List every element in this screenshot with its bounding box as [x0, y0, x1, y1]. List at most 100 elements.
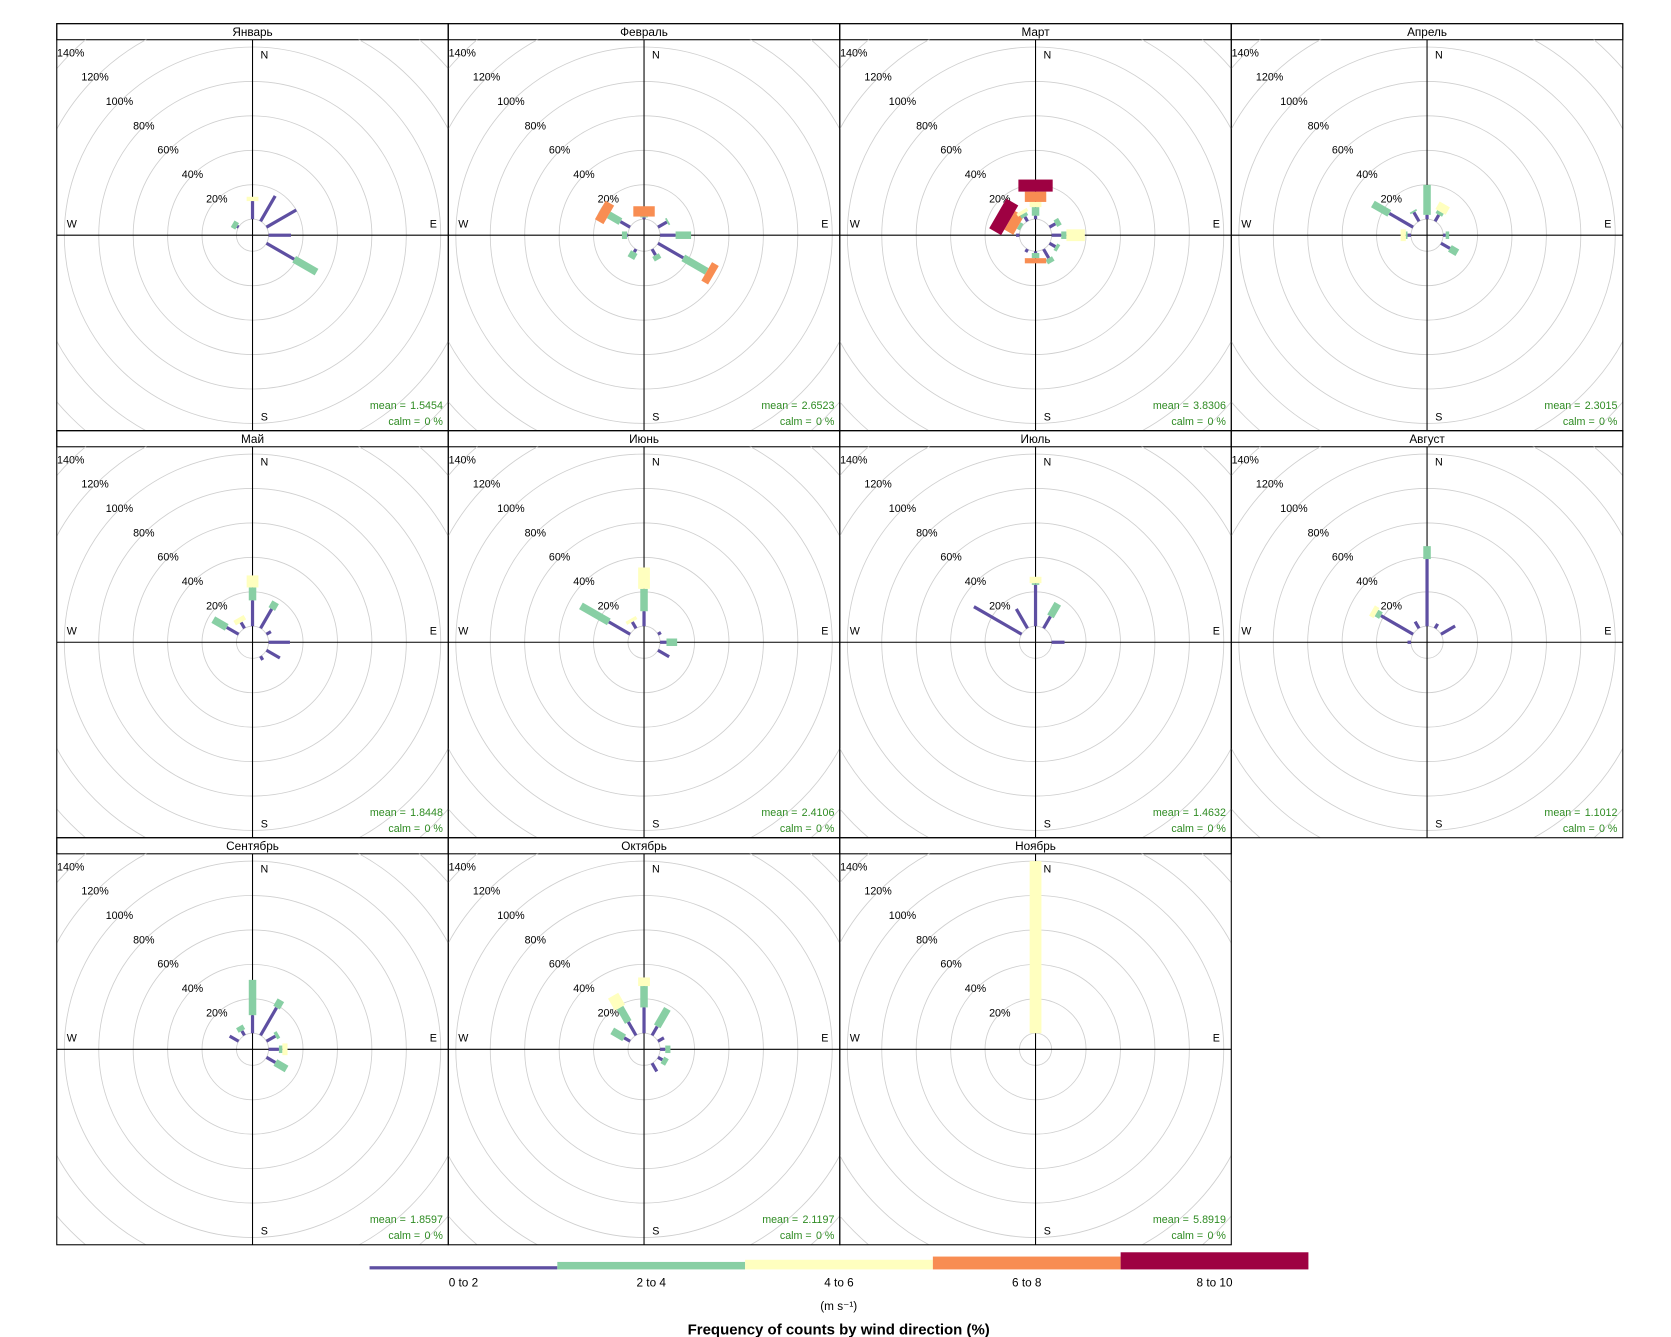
calm-value: 0 %: [816, 416, 835, 428]
compass-label: W: [458, 1032, 469, 1044]
paddle-segment: [259, 608, 274, 630]
mean-text: mean = 1.8597: [370, 1214, 443, 1226]
r-tick-label: 120%: [81, 479, 109, 491]
paddle-segment: [268, 1047, 279, 1051]
mean-label: mean =: [370, 400, 406, 412]
calm-label: calm =: [388, 416, 420, 428]
compass-label: S: [652, 412, 659, 424]
paddle-segment: [248, 979, 257, 1016]
mean-text: mean = 1.4632: [1153, 807, 1226, 819]
paddle-segment: [265, 241, 295, 261]
calm-text: calm = 0 %: [388, 1230, 443, 1242]
r-tick-label: 80%: [133, 934, 155, 946]
r-tick-label: 120%: [473, 479, 501, 491]
paddle-segment: [265, 1055, 277, 1064]
r-tick-label: 100%: [889, 503, 917, 515]
paddle-segment: [633, 206, 655, 217]
paddle-segment: [1445, 231, 1450, 239]
paddle-segment: [1435, 210, 1444, 217]
paddle-segment: [621, 231, 628, 239]
compass-label: W: [458, 625, 469, 637]
mean-text: mean = 2.1197: [762, 1214, 834, 1226]
compass-label: N: [1043, 864, 1051, 876]
paddle-segment: [642, 611, 646, 627]
compass-label: E: [1604, 218, 1611, 230]
panel: Октябрь 20%40%60% 80%100% 120% 140% N E S Wmean …: [447, 837, 841, 1246]
paddle-segment: [650, 248, 657, 256]
mean-value: 1.5454: [410, 400, 443, 412]
paddle-segment: [1033, 584, 1038, 627]
paddle-segment: [657, 1055, 664, 1062]
paddle-segment: [973, 605, 1023, 636]
paddle-segment: [240, 1030, 246, 1037]
mean-value: 1.1012: [1585, 807, 1618, 819]
calm-value: 0 %: [1207, 823, 1226, 835]
mean-text: mean = 1.1012: [1544, 807, 1617, 819]
r-tick-label: 100%: [106, 910, 134, 922]
paddle-segment: [1048, 222, 1057, 229]
legend-label: 4 to 6: [824, 1276, 854, 1289]
paddle-segment: [248, 587, 257, 601]
paddle-segment: [1435, 201, 1450, 215]
paddle-segment: [239, 621, 246, 630]
paddle-segment: [1031, 207, 1040, 216]
paddle-segment: [1066, 229, 1085, 242]
r-tick-label: 40%: [573, 576, 595, 588]
paddle-segment: [660, 640, 667, 644]
r-tick-label: 100%: [1280, 503, 1308, 515]
paddle-segment: [650, 1062, 659, 1073]
r-tick-label: 20%: [598, 600, 620, 612]
legend-label: 6 to 8: [1012, 1276, 1042, 1289]
r-tick-label: 140%: [57, 861, 85, 873]
compass-label: E: [1213, 1032, 1220, 1044]
paddle-segment: [640, 216, 648, 218]
mean-value: 1.8448: [410, 807, 443, 819]
calm-label: calm =: [780, 416, 812, 428]
compass-label: N: [652, 457, 660, 469]
compass-label: E: [1213, 218, 1220, 230]
paddle-segment: [1407, 640, 1411, 644]
mean-label: mean =: [370, 1214, 406, 1226]
legend-swatch: [745, 1259, 933, 1270]
paddle-segment: [225, 625, 240, 636]
r-tick-label: 40%: [965, 983, 987, 995]
calm-text: calm = 0 %: [780, 1230, 835, 1242]
mean-text: mean = 2.4106: [761, 807, 834, 819]
r-tick-label: 120%: [864, 72, 892, 84]
paddle-segment: [1033, 251, 1038, 254]
mean-text: mean = 2.6523: [761, 400, 834, 412]
r-tick-label: 140%: [1232, 454, 1260, 466]
calm-label: calm =: [1171, 823, 1203, 835]
panel-title: Октябрь: [621, 840, 667, 853]
r-tick-label: 60%: [549, 959, 571, 971]
paddle-segment: [650, 1025, 659, 1037]
r-tick-label: 120%: [81, 72, 109, 84]
paddle-segment: [1024, 191, 1047, 202]
calm-value: 0 %: [816, 1230, 835, 1242]
paddle-segment: [965, 592, 982, 622]
r-tick-label: 140%: [840, 454, 868, 466]
legend-swatch: [369, 1266, 558, 1270]
paddle-segment: [1016, 222, 1024, 231]
paddle-segment: [1380, 614, 1414, 636]
mean-label: mean =: [1153, 400, 1189, 412]
panel-border: [1230, 430, 1624, 839]
r-tick-label: 40%: [182, 169, 204, 181]
paddle-segment: [632, 248, 638, 253]
paddle-segment: [1042, 615, 1052, 630]
r-tick-label: 60%: [157, 145, 179, 157]
r-tick-label: 40%: [573, 983, 595, 995]
r-tick-label: 40%: [1356, 169, 1378, 181]
paddle-segment: [265, 1034, 277, 1043]
paddle-segment: [1031, 583, 1040, 585]
r-tick-label: 20%: [1381, 193, 1403, 205]
r-tick-label: 120%: [864, 479, 892, 491]
calm-text: calm = 0 %: [780, 416, 835, 428]
